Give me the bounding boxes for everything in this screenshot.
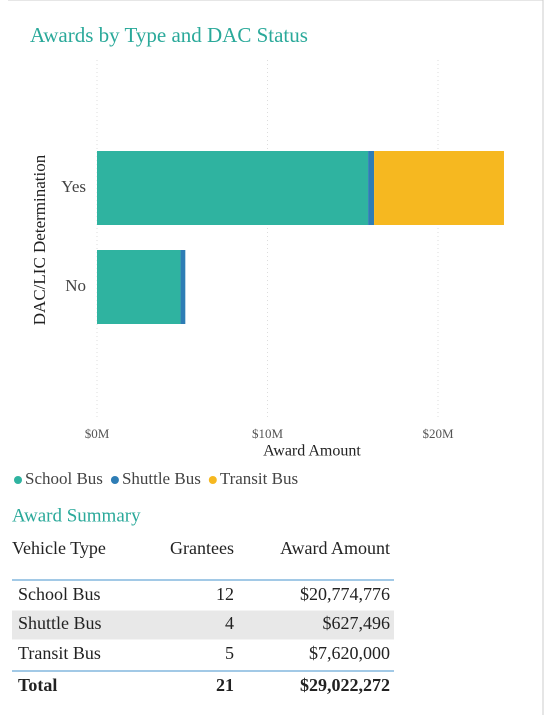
table-title: Award Summary xyxy=(12,505,141,526)
table-total: $29,022,272 xyxy=(300,675,390,695)
table-total: Total xyxy=(18,675,57,695)
table-cell: School Bus xyxy=(18,584,101,604)
x-tick-label: $20M xyxy=(422,426,454,441)
table-cell: 12 xyxy=(216,584,234,604)
legend-label: Shuttle Bus xyxy=(122,469,201,488)
bar-segment xyxy=(374,151,504,225)
legend-marker xyxy=(14,476,22,484)
table-header: Award Amount xyxy=(280,538,390,558)
x-tick-label: $10M xyxy=(252,426,284,441)
table-total: 21 xyxy=(216,675,234,695)
table-header: Grantees xyxy=(170,538,234,558)
y-tick-label: No xyxy=(65,276,86,295)
y-axis-title: DAC/LIC Determination xyxy=(30,154,49,325)
x-tick-label: $0M xyxy=(85,426,110,441)
table-cell: $627,496 xyxy=(323,613,391,633)
table-cell: Shuttle Bus xyxy=(18,613,102,633)
table-cell: $20,774,776 xyxy=(300,584,390,604)
table-cell: 5 xyxy=(225,643,234,663)
bar-segment xyxy=(97,250,181,324)
legend-label: School Bus xyxy=(25,469,103,488)
row-band xyxy=(12,610,394,640)
table-cell: $7,620,000 xyxy=(309,643,390,663)
chart-title: Awards by Type and DAC Status xyxy=(30,23,308,47)
legend-label: Transit Bus xyxy=(220,469,298,488)
y-tick-label: Yes xyxy=(61,177,86,196)
bar-segment xyxy=(368,151,375,225)
bar-segment xyxy=(180,250,186,324)
table-cell: Transit Bus xyxy=(18,643,101,663)
legend-marker xyxy=(110,476,119,484)
table-cell: 4 xyxy=(225,613,234,633)
x-axis-title: Award Amount xyxy=(263,443,361,460)
table-header: Vehicle Type xyxy=(12,538,106,558)
legend-marker xyxy=(208,476,217,484)
bar-segment xyxy=(97,151,369,225)
